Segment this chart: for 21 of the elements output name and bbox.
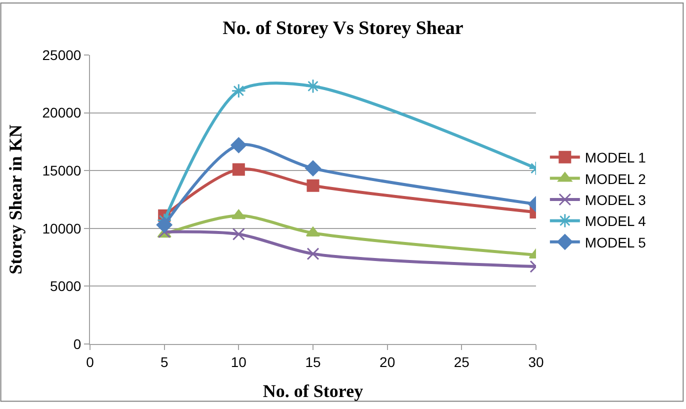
y-tick-label: 15000 — [42, 162, 82, 178]
x-tick-label: 25 — [454, 354, 470, 370]
y-tick-label: 20000 — [42, 104, 82, 121]
x-tick-label: 0 — [86, 354, 94, 370]
y-tick-label: 5000 — [50, 278, 82, 294]
legend-label: MODEL 1 — [584, 150, 646, 166]
x-tick-label: 10 — [230, 354, 247, 370]
legend-label: MODEL 2 — [584, 170, 646, 187]
legend-label: MODEL 4 — [584, 213, 646, 230]
x-tick-label: 15 — [305, 354, 321, 370]
y-tick-label: 10000 — [42, 220, 82, 236]
chart-title: No. of Storey Vs Storey Shear — [222, 18, 464, 39]
x-tick-label: 20 — [380, 354, 396, 370]
y-tick-label: 0 — [73, 336, 82, 352]
x-axis-title: No. of Storey — [262, 380, 364, 401]
legend-label: MODEL 5 — [584, 234, 646, 250]
legend-label: MODEL 3 — [584, 192, 646, 208]
x-tick-label: 30 — [528, 354, 544, 370]
y-tick-label: 25000 — [42, 46, 82, 63]
y-axis-title: Storey Shear in KN — [5, 124, 26, 274]
x-tick-label: 5 — [160, 354, 168, 370]
